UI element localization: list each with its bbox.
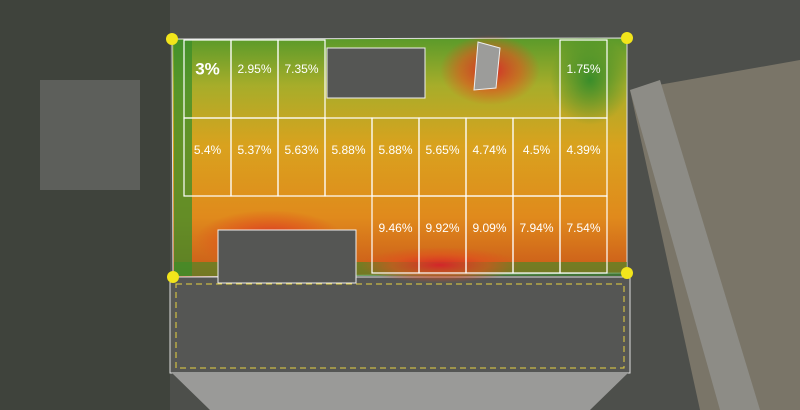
roof-edge bbox=[174, 40, 192, 276]
shading-loss-label: 5.88% bbox=[331, 143, 365, 157]
corner-handle[interactable] bbox=[167, 271, 179, 283]
shading-loss-label: 1.75% bbox=[566, 62, 600, 76]
map-area bbox=[40, 80, 140, 190]
obstruction bbox=[326, 47, 426, 99]
corner-handle[interactable] bbox=[166, 33, 178, 45]
shading-loss-label: 5.88% bbox=[378, 143, 412, 157]
heat-zone bbox=[360, 247, 520, 283]
shading-loss-label: 7.94% bbox=[519, 221, 553, 235]
shading-loss-label: 4.5% bbox=[523, 143, 551, 157]
shading-loss-label: 5.4% bbox=[194, 143, 222, 157]
obstruction bbox=[217, 229, 357, 284]
shading-loss-label: 4.74% bbox=[472, 143, 506, 157]
corner-handle[interactable] bbox=[621, 267, 633, 279]
corner-handle[interactable] bbox=[621, 32, 633, 44]
shading-loss-label: 3% bbox=[195, 59, 220, 78]
panels: 3% 2.95% 7.35% 1.75% 5.4% 5.37% 5.63% 5.88% 5.88… bbox=[183, 39, 608, 274]
shading-loss-label: 4.39% bbox=[566, 143, 600, 157]
shading-loss-label: 9.46% bbox=[378, 221, 412, 235]
heat-zone bbox=[550, 35, 630, 125]
shading-loss-label: 7.35% bbox=[284, 62, 318, 76]
shading-loss-label: 5.65% bbox=[425, 143, 459, 157]
solar-panel bbox=[559, 195, 608, 274]
shading-loss-label: 7.54% bbox=[566, 221, 600, 235]
shading-loss-label: 5.37% bbox=[237, 143, 271, 157]
shading-loss-label: 9.92% bbox=[425, 221, 459, 235]
map-area bbox=[0, 0, 170, 410]
chimney bbox=[473, 41, 501, 91]
road bbox=[630, 80, 760, 410]
wall bbox=[172, 373, 628, 410]
setback-line bbox=[175, 283, 625, 369]
shading-loss-label: 9.09% bbox=[472, 221, 506, 235]
shading-loss-label: 2.95% bbox=[237, 62, 271, 76]
lower-roof bbox=[169, 276, 631, 374]
shading-loss-label: 5.63% bbox=[284, 143, 318, 157]
